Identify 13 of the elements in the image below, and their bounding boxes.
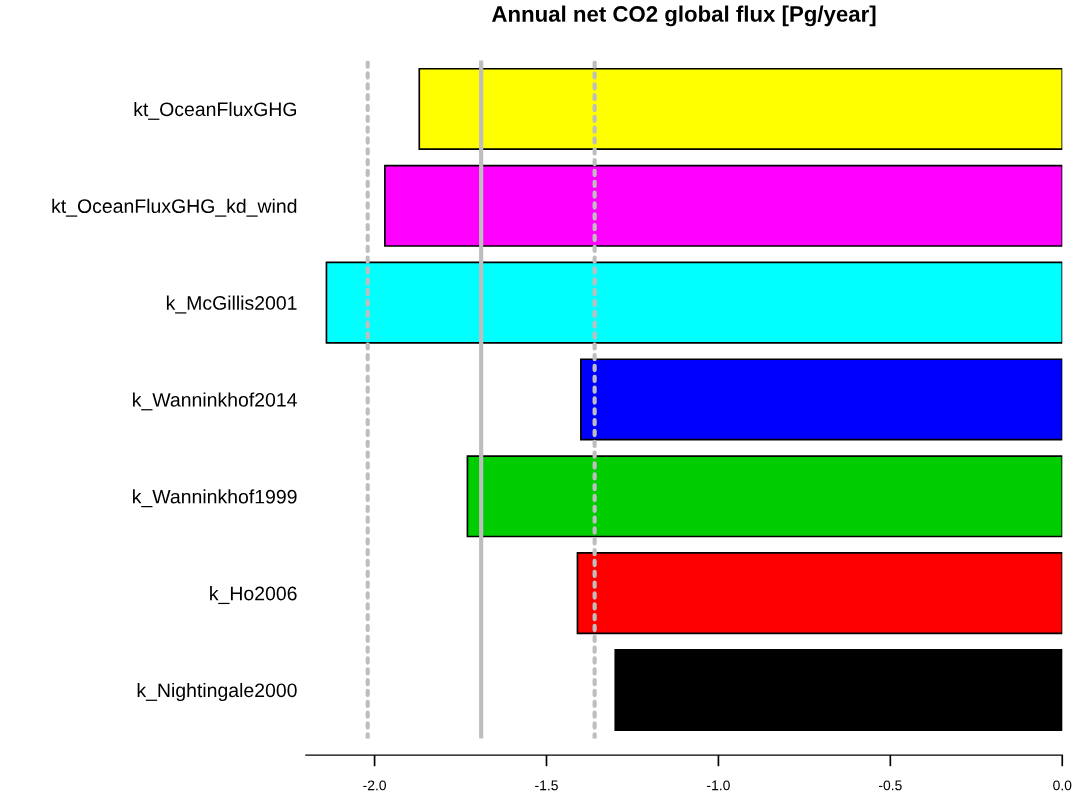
x-tick-label: -1.5 xyxy=(535,780,558,791)
y-tick-label: kt_OceanFluxGHG_kd_wind xyxy=(52,198,297,217)
x-tick-label: -1.0 xyxy=(707,780,730,791)
y-tick-label: k_Wanninkhof2014 xyxy=(133,392,297,411)
y-tick-label: k_McGillis2001 xyxy=(166,295,297,314)
x-tick-label: -0.5 xyxy=(879,780,902,791)
y-tick-label: k_Wanninkhof1999 xyxy=(133,489,297,508)
x-tick-label: 0.0 xyxy=(1053,780,1072,791)
chart-title: Annual net CO2 global flux [Pg/year] xyxy=(491,5,876,27)
x-tick-label: -2.0 xyxy=(363,780,386,791)
y-tick-label: k_Nightingale2000 xyxy=(137,682,297,702)
y-tick-label: kt_OceanFluxGHG xyxy=(134,101,297,120)
y-tick-label: k_Ho2006 xyxy=(210,586,297,605)
